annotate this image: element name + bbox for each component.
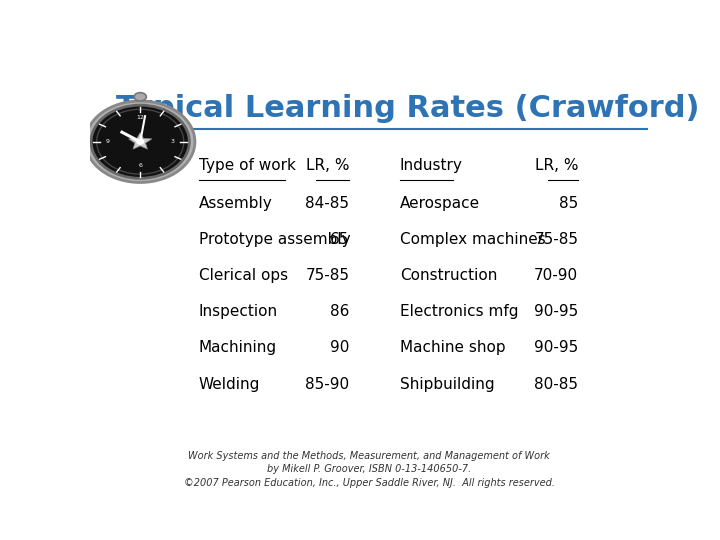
Text: Shipbuilding: Shipbuilding: [400, 377, 495, 392]
Text: 85-90: 85-90: [305, 377, 349, 392]
Text: Electronics mfg: Electronics mfg: [400, 305, 518, 319]
Circle shape: [86, 101, 195, 183]
Text: Typical Learning Rates (Crawford): Typical Learning Rates (Crawford): [117, 94, 700, 123]
Polygon shape: [129, 133, 152, 149]
Text: 90: 90: [330, 341, 349, 355]
Circle shape: [137, 139, 143, 144]
Ellipse shape: [134, 93, 146, 101]
Text: Complex machines: Complex machines: [400, 232, 546, 247]
Text: Clerical ops: Clerical ops: [199, 268, 288, 283]
Text: 3: 3: [171, 139, 174, 144]
Text: 84-85: 84-85: [305, 196, 349, 211]
Text: Construction: Construction: [400, 268, 497, 283]
Text: 70-90: 70-90: [534, 268, 578, 283]
Text: Type of work: Type of work: [199, 158, 296, 173]
Text: Aerospace: Aerospace: [400, 196, 480, 211]
Text: Machining: Machining: [199, 341, 277, 355]
Text: Welding: Welding: [199, 377, 260, 392]
Text: 6: 6: [138, 163, 142, 168]
Text: 90-95: 90-95: [534, 341, 578, 355]
Text: Machine shop: Machine shop: [400, 341, 505, 355]
Text: LR, %: LR, %: [535, 158, 578, 173]
Text: Prototype assembly: Prototype assembly: [199, 232, 351, 247]
Text: 9: 9: [106, 139, 110, 144]
Ellipse shape: [99, 119, 110, 125]
Text: 75-85: 75-85: [305, 268, 349, 283]
Text: 65: 65: [330, 232, 349, 247]
Circle shape: [91, 105, 189, 178]
Text: 12: 12: [136, 115, 144, 120]
Text: by Mikell P. Groover, ISBN 0-13-140650-7.: by Mikell P. Groover, ISBN 0-13-140650-7…: [267, 464, 471, 474]
Text: 85: 85: [559, 196, 578, 211]
Text: 75-85: 75-85: [534, 232, 578, 247]
Text: Work Systems and the Methods, Measurement, and Management of Work: Work Systems and the Methods, Measuremen…: [188, 451, 550, 461]
Text: 86: 86: [330, 305, 349, 319]
Ellipse shape: [170, 119, 181, 125]
Text: Assembly: Assembly: [199, 196, 273, 211]
Text: Inspection: Inspection: [199, 305, 278, 319]
Text: 80-85: 80-85: [534, 377, 578, 392]
Text: ©2007 Pearson Education, Inc., Upper Saddle River, NJ.  All rights reserved.: ©2007 Pearson Education, Inc., Upper Sad…: [184, 478, 554, 488]
Text: Industry: Industry: [400, 158, 462, 173]
Text: LR, %: LR, %: [306, 158, 349, 173]
Text: 90-95: 90-95: [534, 305, 578, 319]
